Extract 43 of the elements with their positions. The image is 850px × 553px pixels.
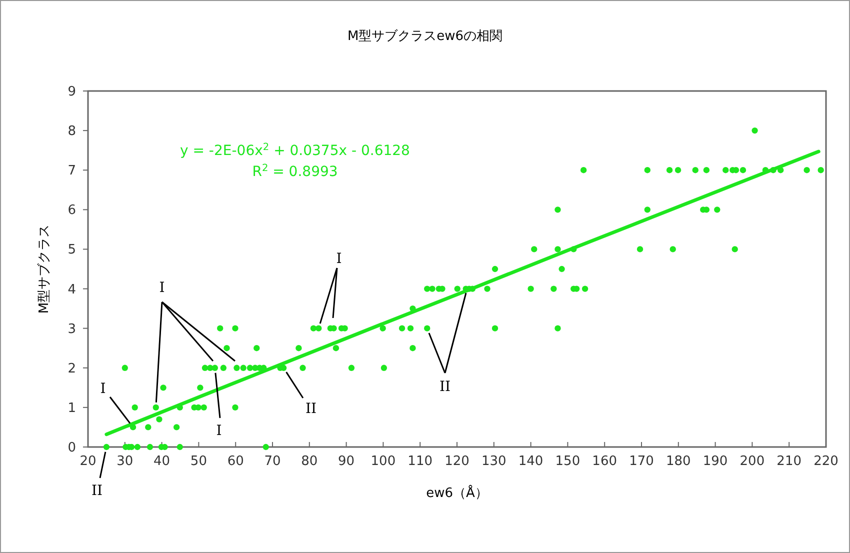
x-tick-label: 30 xyxy=(116,454,134,469)
x-tick-label: 150 xyxy=(555,454,580,469)
chart-title: M型サブクラスew6の相関 xyxy=(347,29,503,44)
annotation: I xyxy=(100,381,106,397)
x-tick-label: 120 xyxy=(444,454,470,469)
y-tick-label: 3 xyxy=(68,322,76,337)
y-tick-label: 8 xyxy=(68,124,76,140)
y-tick-label: 9 xyxy=(68,84,76,100)
y-tick-label: 2 xyxy=(68,361,76,376)
y-tick-label: 0 xyxy=(68,440,76,456)
annotation: II xyxy=(305,401,317,417)
annotation: R$^{2}$ = 0.8993 xyxy=(252,162,338,180)
y-tick-label: 4 xyxy=(68,282,76,298)
x-tick-label: 190 xyxy=(702,454,728,469)
x-tick-label: 100 xyxy=(370,454,396,469)
x-axis-title: ew6（Å） xyxy=(426,484,488,501)
y-axis-title: M型サブクラス xyxy=(37,224,52,314)
x-tick-label: 140 xyxy=(518,454,544,469)
x-tick-label: 50 xyxy=(190,454,207,469)
x-tick-label: 130 xyxy=(481,454,506,469)
y-tick-label: 6 xyxy=(68,203,76,218)
x-tick-label: 90 xyxy=(338,454,355,469)
annotation: II xyxy=(439,379,451,395)
y-tick-label: 7 xyxy=(68,164,76,179)
x-tick-label: 160 xyxy=(592,454,618,469)
annotation: I xyxy=(159,280,165,296)
x-tick-label: 60 xyxy=(227,454,244,469)
x-tick-label: 210 xyxy=(776,454,802,469)
x-tick-label: 20 xyxy=(80,454,96,469)
x-tick-label: 40 xyxy=(154,454,170,469)
x-tick-label: 70 xyxy=(264,454,281,469)
annotation: y = -2E-06x$^{2}$ + 0.0375x - 0.6128 xyxy=(180,142,410,159)
y-tick-label: 1 xyxy=(68,400,76,416)
x-tick-label: 110 xyxy=(408,454,433,469)
x-tick-label: 220 xyxy=(814,454,838,469)
x-tick-label: 80 xyxy=(301,454,318,469)
annotation: I xyxy=(336,251,342,267)
annotation: I xyxy=(216,423,222,439)
x-tick-label: 170 xyxy=(629,454,654,469)
annotation: II xyxy=(91,483,103,499)
x-tick-label: 200 xyxy=(740,454,765,469)
y-tick-label: 5 xyxy=(68,242,76,258)
x-tick-label: 180 xyxy=(666,454,691,469)
